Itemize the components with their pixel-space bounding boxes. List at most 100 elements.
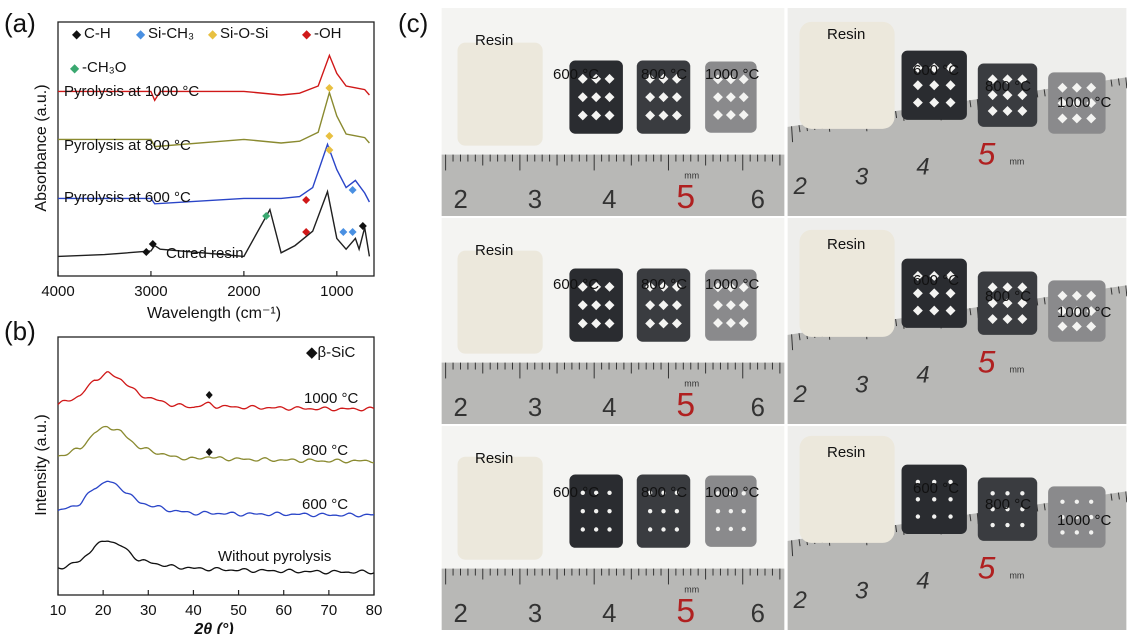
ruler-mm-label: mm [684,378,699,388]
xrd-y-axis-label: Intensity (a.u.) [33,414,50,515]
sample-caption: 1000 °C [705,276,760,293]
ruler-mm-label: mm [1009,365,1024,375]
xrd-series-line [57,480,375,518]
xrd-tick-label: 30 [140,602,157,619]
ruler-number: 5 [978,135,996,171]
ruler-mm-label: mm [1009,156,1024,166]
ftir-peak-marker [302,228,311,236]
ftir-legend-symbol: ◆ [208,27,218,41]
sample-caption: 800 °C [641,276,688,293]
ftir-tick-label: 1000 [320,283,353,300]
xrd-series-line [57,371,375,412]
ftir-curve-label: Pyrolysis at 1000 °C [64,83,199,100]
ftir-peak-marker [325,146,334,154]
xrd-legend: ◆β-SiC [306,344,355,361]
ruler-mm-label: mm [1009,571,1024,581]
ftir-series-line [58,90,370,148]
sample-cube [705,61,757,133]
sample-cube [901,464,967,534]
xrd-curve-label: Without pyrolysis [218,548,331,565]
sample-caption: 1000 °C [705,66,760,83]
ruler: 2 3 4 5 6 mm [441,154,785,216]
sample-caption: Resin [475,32,514,49]
ftir-plot-frame [57,21,375,277]
xrd-tick-label: 50 [230,602,247,619]
ruler-number: 6 [751,394,765,422]
ruler-number: 4 [916,567,929,594]
ftir-peak-marker [302,196,311,204]
ruler-number: 5 [978,550,996,586]
panel-c-label: (c) [398,8,429,38]
ftir-legend-symbol: ◆ [136,27,146,41]
sample-photo-scene: 2 3 4 5 mm [787,218,1127,424]
ftir-curve-label: Cured resin [166,245,244,262]
sample-cube [636,474,691,548]
ruler-number: 2 [454,394,468,422]
ftir-legend: ◆ C-H ◆ Si-CH₃ ◆ Si-O-Si ◆ -OH◆ -CH₃O [70,25,342,76]
ftir-curve-label: Pyrolysis at 800 °C [64,137,191,154]
sample-caption: 1000 °C [1057,512,1112,529]
ruler-number: 3 [528,600,542,628]
ftir-series-line [57,189,371,258]
xrd-curve-label: 1000 °C [304,390,359,407]
ftir-peak-marker [325,84,334,92]
ftir-series-line [58,142,371,205]
sample-caption: 800 °C [641,66,688,83]
xrd-curve-labels: 1000 °C 800 °C 600 °C Without pyrolysis [218,390,359,565]
resin-sample [457,250,543,354]
ftir-legend-label: -OH [314,25,342,42]
ruler-number: 3 [528,394,542,422]
sample-photo-scene: 2 3 4 5 mm [787,426,1127,630]
xrd-series-group [57,371,375,575]
ftir-series-line [58,53,370,102]
xrd-x-axis-label: 2θ (°) [193,621,233,634]
sample-cube [1048,280,1106,342]
sample-cube [1048,486,1106,548]
ruler: 2 3 4 5 6 mm [441,568,785,630]
ftir-legend-symbol: ◆ [302,27,312,41]
sample-caption: 1000 °C [1057,304,1112,321]
sample-caption: 600 °C [553,276,600,293]
sample-photo: 2 3 4 5 6 mm Resin 600 °C 800 °C 1000 °C [441,8,785,216]
resin-sample [457,42,543,146]
ruler-number: 3 [855,577,868,604]
xrd-chart: ◆β-SiC 1000 °C 800 °C 600 °C Without pyroly… [33,336,382,634]
sample-caption: 600 °C [553,484,600,501]
ruler-number: 4 [916,153,929,180]
resin-sample [457,456,543,560]
xrd-tick-label: 70 [321,602,338,619]
sample-photo-scene: 2 3 4 5 6 mm [441,426,785,630]
sample-photo-scene: 2 3 4 5 6 mm [441,218,785,424]
sample-caption: Resin [475,242,514,259]
ruler-number: 2 [793,173,807,200]
sample-cube [977,63,1038,127]
sample-cube [569,268,623,342]
sample-cube [636,60,691,134]
resin-sample [799,21,895,129]
xrd-plot-frame [57,336,375,596]
ruler-mm-label: mm [684,584,699,594]
ruler-number: 6 [751,186,765,214]
ftir-legend-symbol: ◆ [70,61,80,75]
ruler: 2 3 4 5 6 mm [441,362,785,424]
sample-caption: 1000 °C [1057,94,1112,111]
sample-photo: 2 3 4 5 6 mm Resin 600 °C 800 °C 1000 °C [441,218,785,424]
sample-caption: Resin [475,450,514,467]
sample-caption: 800 °C [985,496,1032,513]
ruler-number: 2 [454,186,468,214]
ruler-number: 2 [454,600,468,628]
ftir-legend-label: C-H [84,25,111,42]
sample-cube [977,477,1038,541]
sample-caption: 600 °C [913,480,960,497]
ruler-number: 5 [676,387,695,424]
xrd-sic-marker [205,448,213,456]
ruler-number: 6 [751,600,765,628]
sample-caption: 1000 °C [705,484,760,501]
xrd-tick-label: 10 [50,602,67,619]
ruler-number: 5 [676,593,695,630]
sample-photo: 2 3 4 5 mm Resin 600 °C 800 °C 1000 °C [787,426,1127,630]
sample-photo: 2 3 4 5 mm Resin 600 °C 800 °C 1000 °C [787,218,1127,424]
sample-caption: 800 °C [985,78,1032,95]
ruler-number: 4 [602,186,616,214]
xrd-curve-label: 600 °C [302,496,348,513]
